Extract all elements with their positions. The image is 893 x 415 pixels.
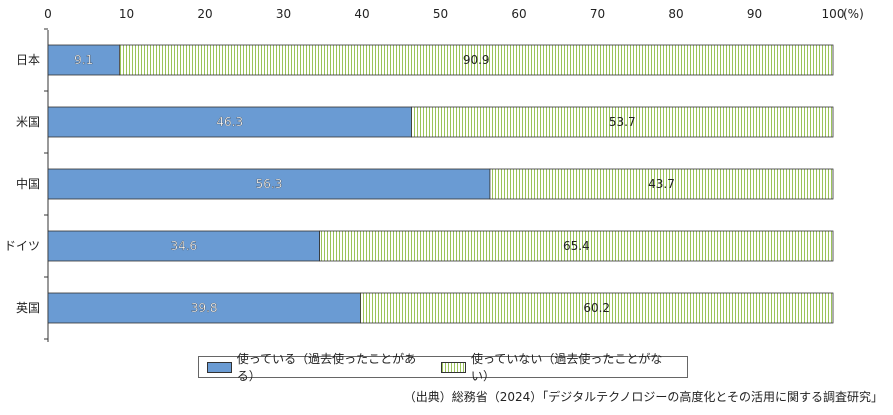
source-note: （出典）総務省（2024）「デジタルテクノロジーの高度化とその活用に関する調査研… bbox=[403, 390, 883, 404]
x-tick-label: 100 bbox=[822, 7, 845, 21]
legend-swatch-unused bbox=[441, 361, 467, 373]
value-label-used: 39.8 bbox=[191, 301, 218, 315]
bar-segment-unused bbox=[319, 230, 834, 262]
x-tick-label: 30 bbox=[276, 7, 291, 21]
category-label: 中国 bbox=[16, 176, 40, 191]
legend-item-unused: 使っていない（過去使ったことがない） bbox=[441, 350, 675, 384]
bar-segment-unused bbox=[411, 106, 834, 138]
bar-segment-unused bbox=[489, 168, 834, 200]
x-tick-label: 50 bbox=[433, 7, 448, 21]
legend-item-used: 使っている（過去使ったことがある） bbox=[207, 350, 429, 384]
legend-label-used: 使っている（過去使ったことがある） bbox=[236, 352, 417, 383]
bar-segment-unused bbox=[360, 292, 834, 324]
value-label-unused: 60.2 bbox=[583, 301, 610, 315]
value-label-used: 56.3 bbox=[256, 177, 283, 191]
chart-legend: 使っている（過去使ったことがある） 使っていない（過去使ったことがない） bbox=[198, 352, 688, 383]
value-label-used: 34.6 bbox=[170, 239, 197, 253]
category-label: 英国 bbox=[16, 301, 40, 315]
category-label: 日本 bbox=[16, 53, 40, 67]
legend-swatch-used bbox=[207, 361, 232, 373]
category-label: 米国 bbox=[16, 115, 40, 129]
x-tick-label: 40 bbox=[354, 7, 369, 21]
x-tick-label: 70 bbox=[590, 7, 605, 21]
bar-segment-used bbox=[47, 44, 120, 76]
value-label-unused: 65.4 bbox=[563, 239, 590, 253]
value-label-unused: 43.7 bbox=[648, 177, 675, 191]
x-unit-label: (%) bbox=[843, 7, 864, 21]
x-tick-label: 80 bbox=[668, 7, 683, 21]
category-label: ドイツ bbox=[4, 239, 40, 253]
bar-segment-used bbox=[47, 168, 491, 200]
x-tick-label: 0 bbox=[44, 7, 52, 21]
x-tick-label: 20 bbox=[197, 7, 212, 21]
x-tick-label: 60 bbox=[511, 7, 526, 21]
value-label-unused: 90.9 bbox=[463, 53, 490, 67]
x-tick-label: 90 bbox=[747, 7, 762, 21]
value-label-used: 46.3 bbox=[216, 115, 243, 129]
legend-label-unused: 使っていない（過去使ったことがない） bbox=[471, 352, 663, 383]
bar-segment-unused bbox=[119, 44, 834, 76]
bar-segment-used bbox=[47, 292, 361, 324]
bar-segment-used bbox=[47, 106, 412, 138]
value-label-used: 9.1 bbox=[74, 53, 93, 67]
value-label-unused: 53.7 bbox=[609, 115, 636, 129]
x-tick-label: 10 bbox=[119, 7, 134, 21]
